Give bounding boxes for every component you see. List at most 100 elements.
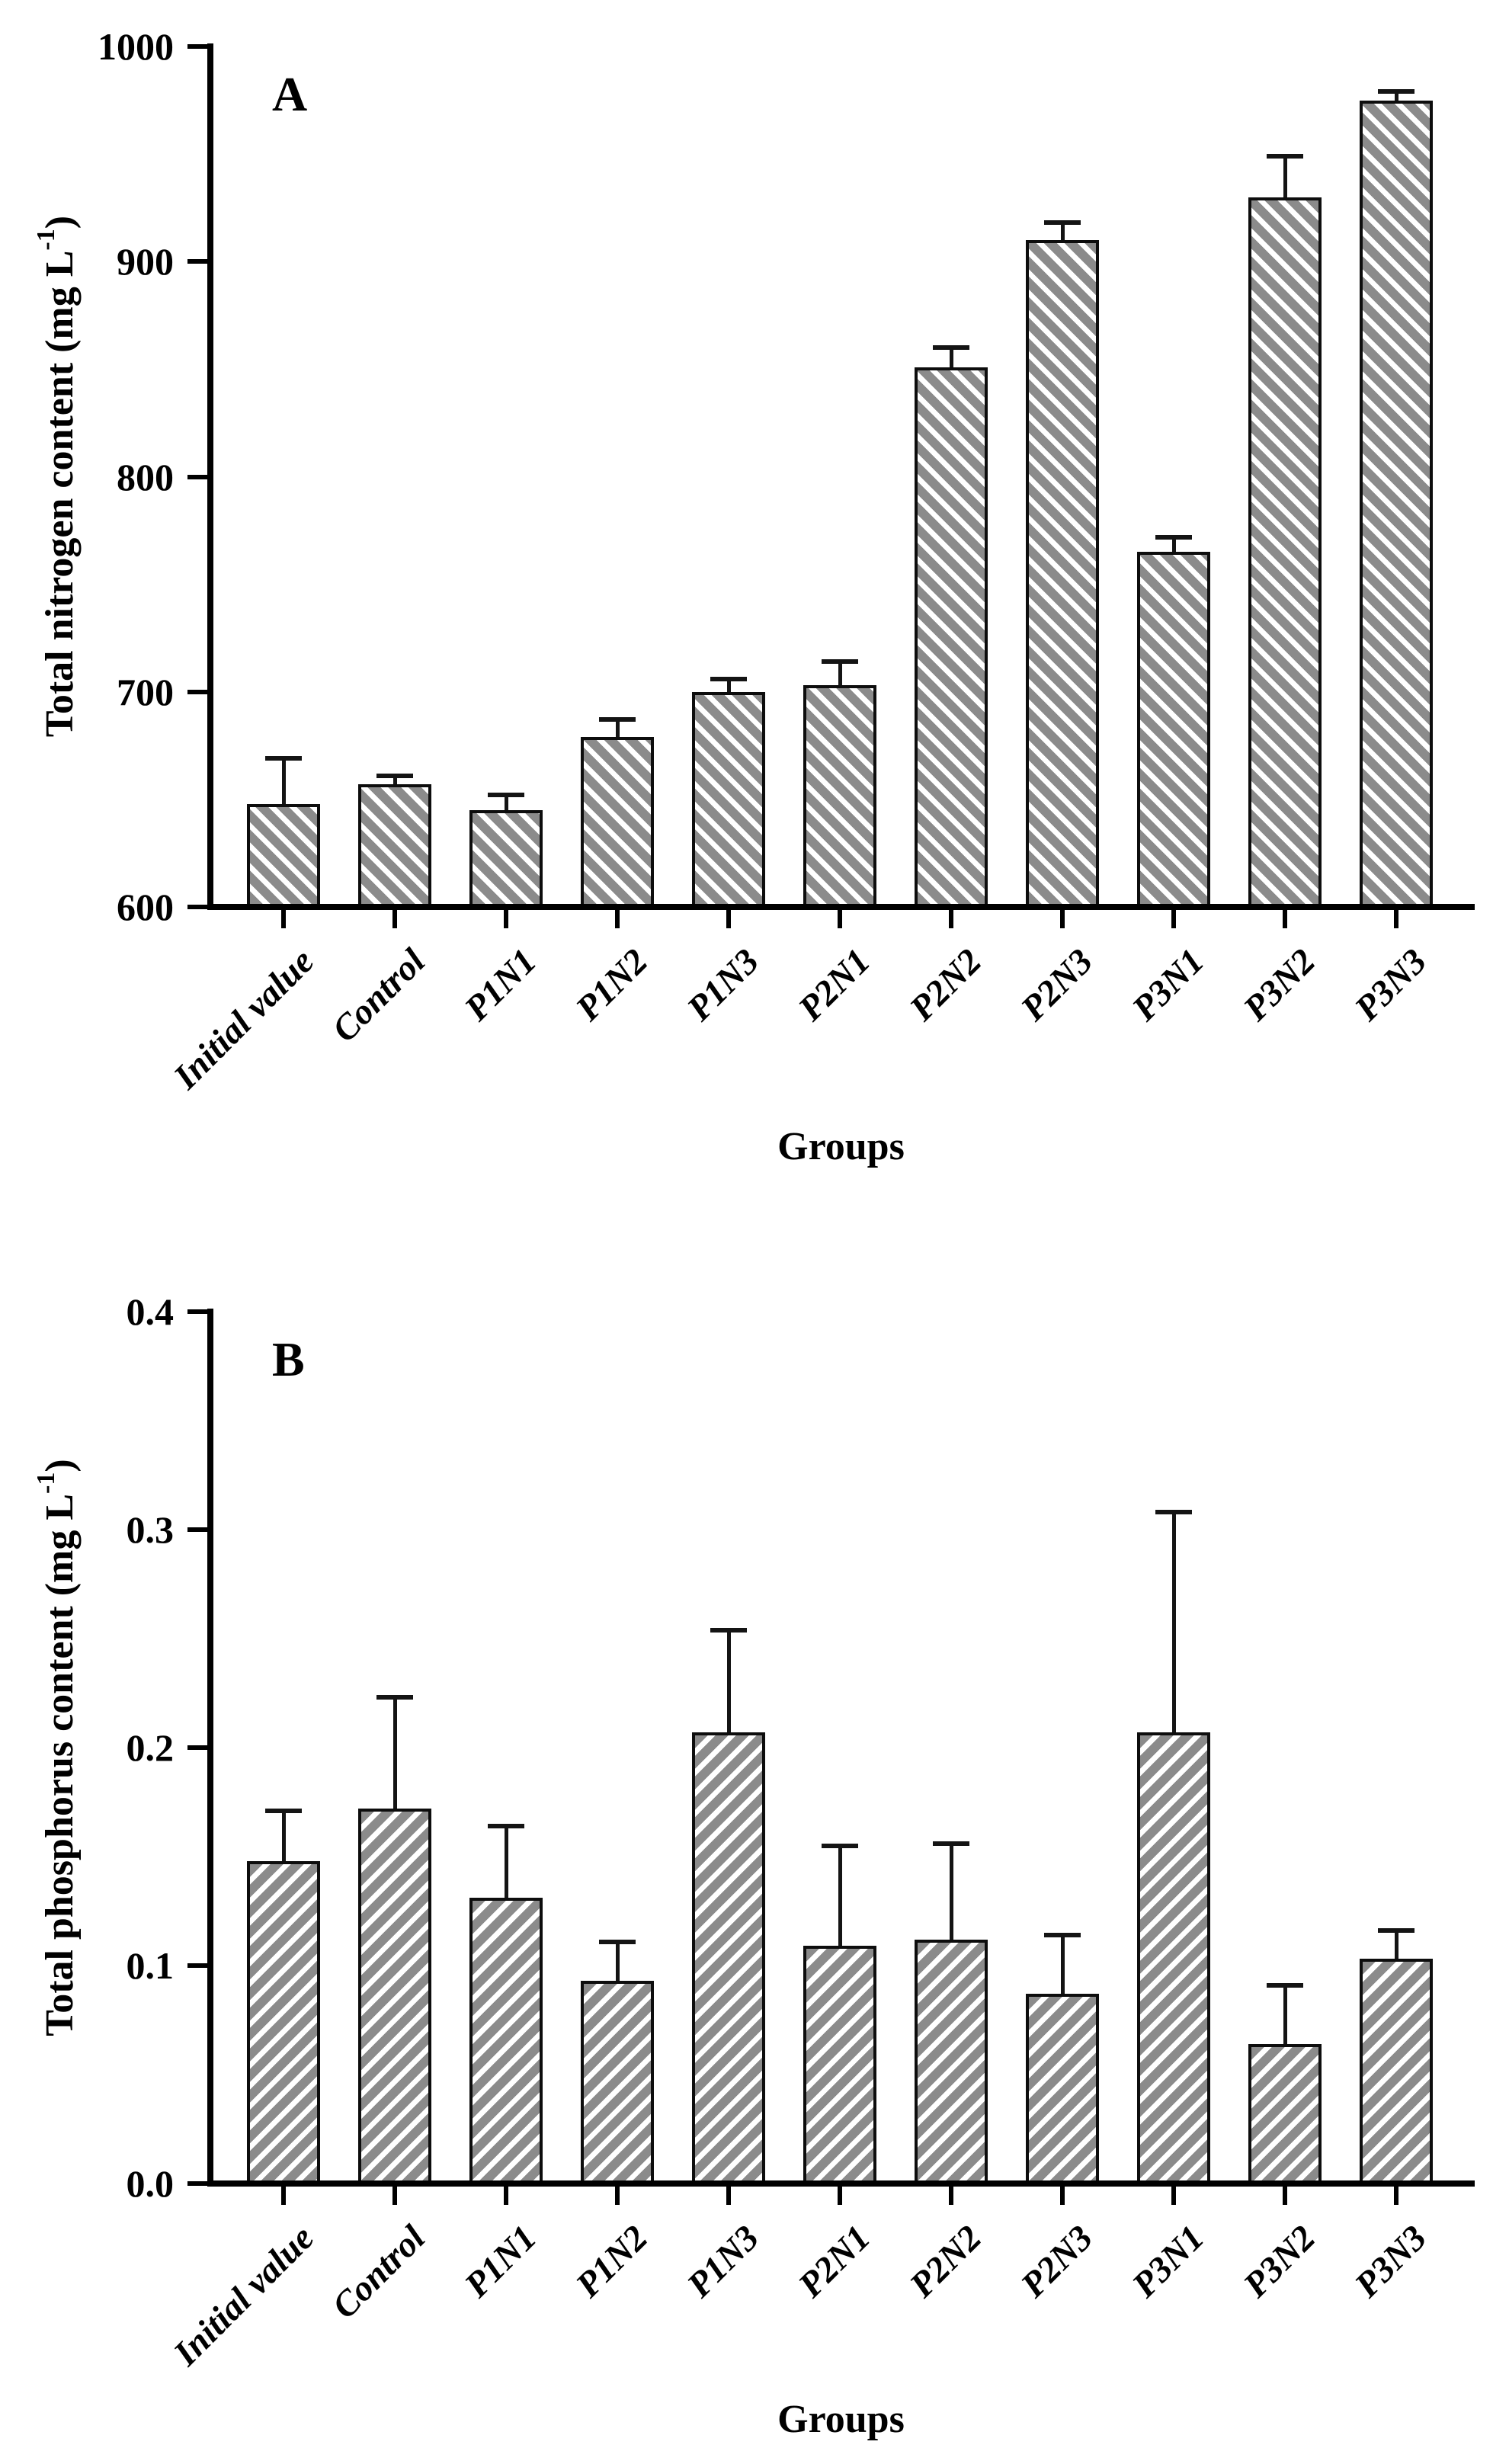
chart-a-y-axis-title-exponent: -1 [32,229,60,251]
error-bar-cap-p1n2 [599,717,636,723]
chart-a-y-tick-900 [187,259,207,264]
bar-p3n3 [1360,1959,1433,2184]
chart-b-y-axis-title-close: ) [38,1459,82,1472]
error-bar-p2n3 [1060,1934,1065,1998]
error-bar-cap-p1n3 [710,1627,747,1633]
chart-a-y-axis [207,43,213,910]
chart-b-y-tick-0.2 [187,1745,207,1750]
chart-a-x-tick-initial-value [281,907,286,928]
chart-a-x-tick-control [392,907,397,928]
error-bar-p2n2 [949,1843,953,1943]
bar-p1n1 [469,1898,543,2184]
chart-b-x-tick-p2n2 [949,2184,953,2205]
bar-initial-value [247,803,320,907]
chart-b-y-tick-label-0.0: 0.0 [126,2162,175,2205]
chart-b-panel-letter: B [272,1332,305,1386]
bar-control [358,784,431,907]
bar-p3n1 [1137,1732,1210,2184]
error-bar-p1n1 [504,1825,508,1902]
error-bar-cap-p1n1 [488,1823,524,1828]
error-bar-initial-value [281,758,286,807]
chart-b-x-axis-title: Groups [777,2398,905,2441]
chart-b-y-tick-label-0.2: 0.2 [126,1726,175,1769]
error-bar-p2n1 [838,662,842,689]
error-bar-p1n3 [726,1629,731,1735]
chart-a-x-axis-title: Groups [777,1125,905,1168]
bar-p1n3 [692,691,765,907]
error-bar-p3n1 [1171,1512,1176,1735]
error-bar-initial-value [281,1810,286,1864]
error-bar-cap-control [376,1695,413,1700]
chart-b-y-axis-title-text: Total phosphorus content (mg L [38,1493,82,2036]
error-bar-p2n1 [838,1845,842,1950]
error-bar-cap-p3n1 [1155,534,1192,540]
bar-p2n3 [1026,240,1099,907]
bar-p1n2 [581,1981,654,2184]
bar-p3n3 [1360,100,1433,907]
bar-p2n3 [1026,1994,1099,2184]
chart-a-x-tick-p1n1 [504,907,508,928]
chart-a-y-tick-700 [187,689,207,694]
bar-p3n2 [1248,197,1322,907]
error-bar-cap-p1n2 [599,1939,636,1944]
error-bar-p1n1 [504,795,508,813]
bar-p1n1 [469,810,543,907]
error-bar-p1n2 [615,1941,620,1985]
chart-a-x-tick-p2n2 [949,907,953,928]
chart-b-x-tick-p2n1 [838,2184,842,2205]
chart-a-x-tick-p3n1 [1171,907,1176,928]
chart-a-y-tick-800 [187,474,207,479]
error-bar-p3n3 [1394,91,1398,104]
chart-b-y-tick-0.0 [187,2181,207,2186]
chart-b-y-tick-0.3 [187,1527,207,1532]
chart-a-panel-letter: A [272,67,308,121]
error-bar-cap-initial-value [265,756,302,761]
error-bar-p2n3 [1060,223,1065,244]
error-bar-cap-p1n3 [710,676,747,681]
bar-control [358,1809,431,2184]
bar-p2n2 [915,367,988,907]
error-bar-p3n2 [1283,1985,1287,2047]
error-bar-cap-p2n3 [1044,220,1081,226]
bar-p1n3 [692,1732,765,2184]
bar-p2n2 [915,1939,988,2184]
chart-b-x-tick-p1n2 [615,2184,620,2205]
chart-b-y-axis [207,1309,213,2187]
error-bar-p1n3 [726,678,731,695]
chart-a-y-axis-title-close: ) [38,215,82,229]
error-bar-cap-p3n1 [1155,1510,1192,1515]
chart-b-x-tick-control [392,2184,397,2205]
chart-a-y-tick-600 [187,905,207,909]
chart-b-x-tick-initial-value [281,2184,286,2205]
error-bar-cap-p3n2 [1267,1982,1303,1988]
chart-b-y-axis-title-exponent: -1 [32,1472,60,1494]
chart-b-x-tick-p1n3 [726,2184,731,2205]
chart-a-y-tick-label-800: 800 [117,455,174,498]
error-bar-p2n2 [949,348,953,370]
chart-a-y-axis-title: Total nitrogen content (mg L-1) [23,46,82,907]
bar-p2n1 [803,685,876,907]
bar-initial-value [247,1860,320,2184]
chart-a-x-tick-p1n3 [726,907,731,928]
chart-b-y-tick-label-0.1: 0.1 [126,1944,175,1987]
bar-p2n1 [803,1946,876,2184]
chart-a-y-tick-label-900: 900 [117,240,174,284]
error-bar-cap-p2n2 [933,1841,969,1846]
error-bar-cap-p2n1 [822,1843,858,1848]
chart-b-y-tick-0.1 [187,1963,207,1968]
error-bar-cap-initial-value [265,1808,302,1813]
chart-b-x-tick-p3n1 [1171,2184,1176,2205]
error-bar-control [392,775,397,788]
chart-a-x-tick-p2n1 [838,907,842,928]
bar-p1n2 [581,737,654,907]
bar-p3n2 [1248,2043,1322,2184]
chart-a-x-tick-p3n2 [1283,907,1287,928]
chart-a-y-tick-1000 [187,44,207,49]
error-bar-cap-p2n2 [933,345,969,351]
chart-a-y-tick-label-600: 600 [117,886,174,928]
error-bar-p3n3 [1394,1931,1398,1963]
chart-b-x-tick-p3n3 [1394,2184,1398,2205]
chart-a-x-tick-p1n2 [615,907,620,928]
chart-a-y-tick-label-700: 700 [117,670,174,713]
chart-b-y-tick-label-0.4: 0.4 [126,1290,175,1333]
